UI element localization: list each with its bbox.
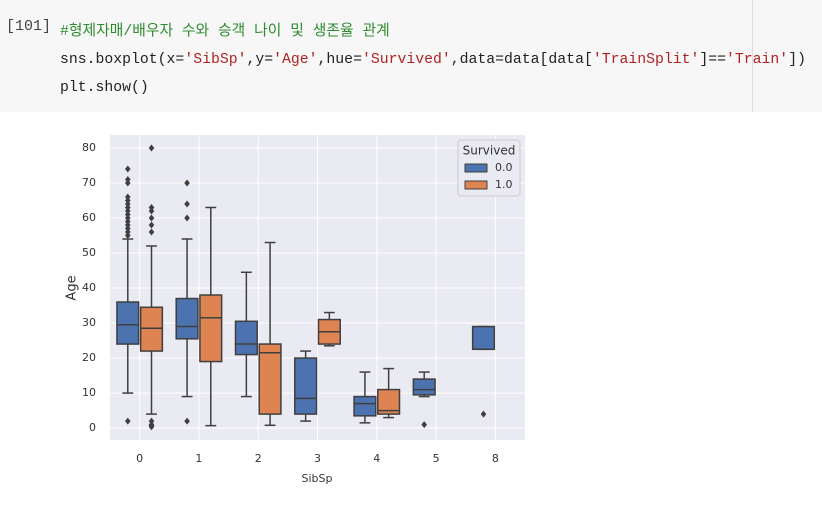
outlier	[124, 193, 131, 201]
code-token: ,y=	[246, 52, 274, 68]
outlier	[124, 228, 131, 236]
box	[139, 306, 164, 352]
y-axis-label: Age	[65, 275, 80, 300]
box	[412, 378, 436, 396]
outlier	[184, 200, 190, 208]
legend-label: 1.0	[495, 178, 513, 191]
outlier	[480, 410, 487, 418]
outlier	[124, 200, 131, 208]
ruler	[752, 0, 753, 112]
code-cell: [101] #형제자매/배우자 수와 승객 나이 및 생존율 관계 sns.box…	[0, 0, 822, 112]
box	[234, 320, 258, 356]
outlier	[148, 214, 155, 222]
y-tick-label: 60	[82, 211, 96, 224]
code-token: 'SibSp'	[184, 52, 247, 68]
box	[258, 343, 282, 415]
box	[377, 388, 401, 415]
outlier	[184, 179, 190, 187]
outlier	[124, 231, 131, 239]
outlier	[184, 417, 190, 425]
x-tick-label: 1	[195, 452, 202, 465]
y-tick-label: 10	[82, 386, 96, 399]
legend-swatch	[464, 180, 488, 190]
outlier	[124, 217, 131, 225]
outlier	[184, 214, 190, 222]
prompt: [101]	[6, 18, 52, 35]
outlier	[148, 417, 155, 425]
outlier	[124, 196, 131, 204]
x-tick-label: 4	[373, 452, 380, 465]
box	[116, 301, 140, 345]
x-tick-label: 5	[433, 452, 440, 465]
code-token: 'Survived'	[361, 52, 451, 68]
code-token: 'TrainSplit'	[592, 52, 700, 68]
outlier	[124, 207, 131, 215]
outlier	[148, 207, 155, 215]
outlier	[148, 221, 155, 229]
y-tick-label: 0	[89, 421, 96, 434]
code-line: #형제자매/배우자 수와 승객 나이 및 생존율 관계	[60, 18, 806, 46]
box	[199, 294, 223, 363]
y-tick-label: 80	[82, 141, 96, 154]
outlier	[124, 417, 131, 425]
x-tick-label: 0	[136, 452, 143, 465]
legend-swatch	[464, 163, 488, 173]
y-tick-label: 70	[82, 176, 96, 189]
legend-label: 0.0	[495, 161, 513, 174]
code-line: sns.boxplot(x='SibSp',y='Age',hue='Survi…	[60, 46, 806, 74]
x-tick-label: 2	[255, 452, 262, 465]
outlier	[124, 165, 131, 173]
code-token: 'Age'	[273, 52, 318, 68]
outlier	[124, 221, 131, 229]
x-tick-label: 8	[492, 452, 499, 465]
outlier	[124, 224, 131, 232]
y-tick-label: 40	[82, 281, 96, 294]
legend-title: Survived	[463, 144, 516, 158]
code: #형제자매/배우자 수와 승객 나이 및 생존율 관계 sns.boxplot(x…	[60, 18, 806, 102]
outlier	[148, 144, 155, 152]
y-tick-label: 50	[82, 246, 96, 259]
code-token: #형제자매/배우자 수와 승객 나이 및 생존율 관계	[60, 24, 390, 40]
box	[175, 297, 199, 340]
code-token: 'Train'	[726, 52, 789, 68]
outlier	[124, 179, 131, 187]
code-token: ,data=data[data[	[450, 52, 593, 68]
box	[353, 395, 377, 417]
outlier	[124, 203, 131, 211]
box	[471, 325, 496, 351]
outlier	[124, 175, 131, 183]
code-token: sns.boxplot(x=	[60, 52, 185, 68]
box	[294, 357, 318, 415]
code-token: ,hue=	[317, 52, 362, 68]
outlier	[148, 228, 155, 236]
outlier	[148, 203, 155, 211]
outlier	[124, 210, 131, 218]
x-tick-label: 3	[314, 452, 321, 465]
y-tick-label: 20	[82, 351, 96, 364]
code-line: plt.show()	[60, 74, 806, 102]
outlier	[421, 421, 428, 429]
code-token: ]==	[699, 52, 727, 68]
outlier	[148, 421, 155, 429]
outlier	[124, 214, 131, 222]
y-tick-label: 30	[82, 316, 96, 329]
code-token: plt.show()	[60, 80, 149, 96]
x-axis-label: SibSp	[302, 472, 333, 485]
code-token: ])	[788, 52, 806, 68]
